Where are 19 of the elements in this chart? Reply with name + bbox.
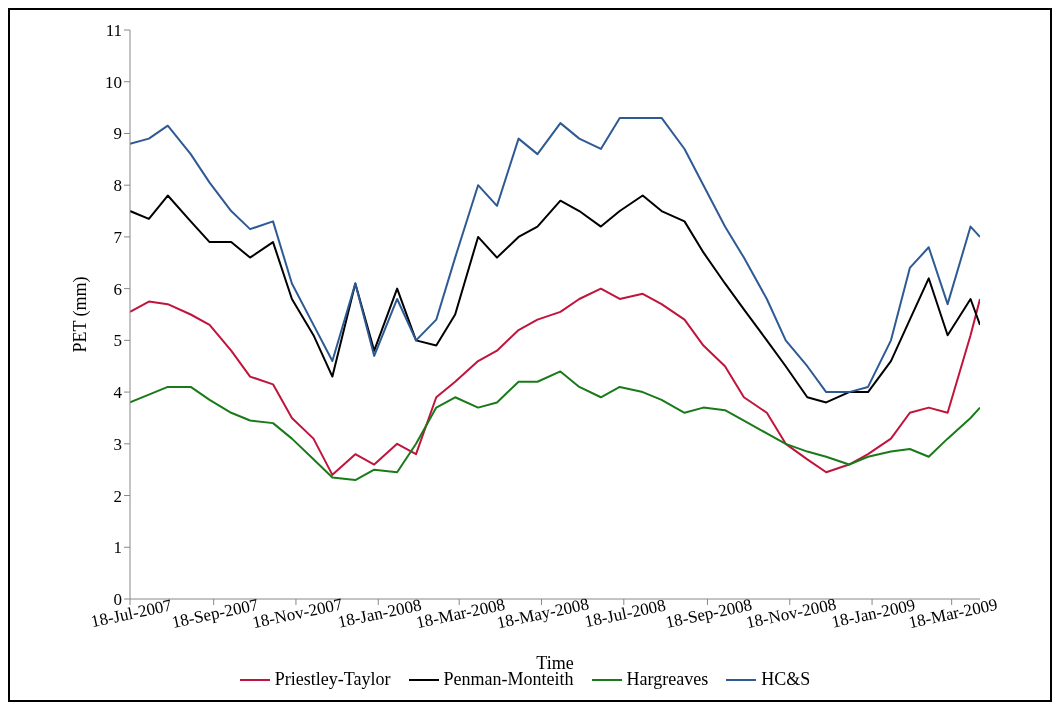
legend-label: HC&S [761, 669, 811, 690]
y-tick-label: 1 [113, 538, 122, 558]
line-series [130, 194, 980, 404]
line-series [130, 370, 980, 482]
y-tick-label: 4 [113, 383, 123, 403]
y-tick-label: 5 [113, 331, 122, 351]
y-tick-label: 2 [113, 486, 122, 506]
y-tick-label: 7 [113, 227, 123, 247]
y-tick-label: 11 [105, 21, 122, 41]
y-tick-label: 6 [113, 279, 122, 299]
y-tick-label: 9 [113, 124, 122, 144]
y-tick-label: 3 [113, 434, 122, 454]
y-tick-label: 10 [105, 72, 122, 92]
y-tick-label: 8 [113, 176, 122, 196]
legend-label: Hargreaves [626, 669, 709, 690]
line-series [130, 287, 980, 476]
line-series [130, 116, 980, 394]
legend-label: Priestley-Taylor [274, 669, 391, 690]
y-axis-title: PET (mm) [70, 276, 92, 353]
